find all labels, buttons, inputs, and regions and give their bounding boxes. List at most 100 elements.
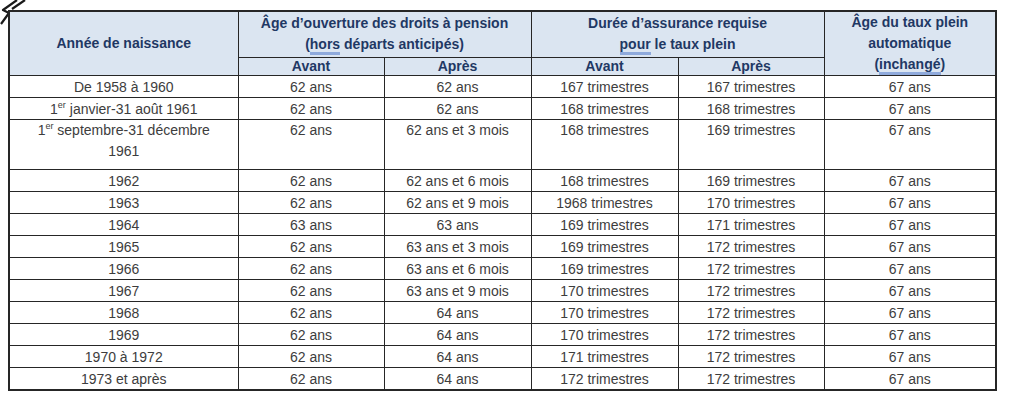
header-duration-line2: pour le taux plein — [534, 34, 822, 55]
cell-age-avant: 62 ans — [238, 324, 384, 346]
cell-birth-year: 1969 — [9, 324, 238, 346]
cell-duree-avant: 1968 trimestres — [531, 192, 678, 214]
header-age-rest: départs anticipés) — [340, 36, 464, 52]
cell-duree-apres: 167 trimestres — [678, 76, 824, 98]
birth-year-text: 1 — [50, 101, 58, 117]
cell-duree-avant: 172 trimestres — [531, 368, 678, 391]
cell-birth-year: 1964 — [9, 214, 238, 236]
cell-age-apres: 63 ans et 9 mois — [384, 280, 531, 302]
cell-age-avant: 62 ans — [238, 120, 384, 170]
cell-taux-plein-auto: 67 ans — [824, 192, 996, 214]
cell-taux-plein-auto: 67 ans — [824, 346, 996, 368]
cell-age-avant: 62 ans — [238, 368, 384, 391]
header-age-line2: (hors départs anticipés) — [241, 34, 529, 55]
table-row: De 1958 à 196062 ans62 ans167 trimestres… — [9, 76, 996, 98]
cell-taux-plein-auto: 67 ans — [824, 236, 996, 258]
cell-taux-plein-auto: 67 ans — [824, 214, 996, 236]
birth-year-text: septembre-31 décembre — [53, 122, 209, 138]
table-header: Année de naissance Âge d’ouverture des d… — [9, 11, 996, 76]
cell-duree-avant: 168 trimestres — [531, 120, 678, 170]
pension-table: Année de naissance Âge d’ouverture des d… — [8, 10, 997, 391]
table-row: 196662 ans63 ans et 6 mois169 trimestres… — [9, 258, 996, 280]
cell-taux-plein-auto: 67 ans — [824, 76, 996, 98]
header-age-line1: Âge d’ouverture des droits à pension — [241, 13, 529, 34]
table-row: 196862 ans64 ans170 trimestres172 trimes… — [9, 302, 996, 324]
cell-birth-year: 1967 — [9, 280, 238, 302]
cell-duree-apres: 172 trimestres — [678, 368, 824, 391]
subheader-age-apres: Après — [384, 57, 531, 75]
cell-duree-apres: 172 trimestres — [678, 324, 824, 346]
table-body: De 1958 à 196062 ans62 ans167 trimestres… — [9, 76, 996, 391]
birth-year-line2: 1961 — [108, 143, 139, 159]
header-auto-close-paren: ) — [941, 56, 946, 72]
cell-duree-apres: 172 trimestres — [678, 258, 824, 280]
birth-year-text: 1969 — [108, 327, 139, 343]
cell-duree-avant: 168 trimestres — [531, 170, 678, 192]
cell-birth-year: 1973 et après — [9, 368, 238, 391]
birth-year-text: 1963 — [108, 195, 139, 211]
cell-duree-avant: 171 trimestres — [531, 346, 678, 368]
ordinal-superscript: er — [58, 100, 66, 110]
cell-duree-apres: 169 trimestres — [678, 170, 824, 192]
header-duration-group: Durée d’assurance requise pour le taux p… — [531, 11, 824, 57]
cell-age-apres: 63 ans — [384, 214, 531, 236]
cell-age-apres: 64 ans — [384, 368, 531, 391]
cell-taux-plein-auto: 67 ans — [824, 280, 996, 302]
table-row: 1er janvier-31 août 196162 ans62 ans168 … — [9, 98, 996, 120]
header-auto-line3: (inchangé) — [827, 54, 994, 75]
screenshot-canvas: Année de naissance Âge d’ouverture des d… — [0, 0, 1010, 400]
header-auto-underlined-word: inchangé — [879, 56, 940, 75]
table-row: 1969 62 ans64 ans170 trimestres172 trimes… — [9, 324, 996, 346]
subheader-age-avant: Avant — [238, 57, 384, 75]
cell-duree-apres: 172 trimestres — [678, 280, 824, 302]
cell-duree-apres: 172 trimestres — [678, 302, 824, 324]
cell-taux-plein-auto: 67 ans — [824, 120, 996, 170]
cell-age-avant: 63 ans — [238, 214, 384, 236]
cell-birth-year: 1968 — [9, 302, 238, 324]
cell-duree-apres: 172 trimestres — [678, 346, 824, 368]
cell-duree-apres: 171 trimestres — [678, 214, 824, 236]
header-auto-age: Âge du taux plein automatique (inchangé) — [824, 11, 996, 76]
cell-taux-plein-auto: 67 ans — [824, 368, 996, 391]
subheader-duree-avant: Avant — [531, 57, 678, 75]
header-duration-rest: le taux plein — [651, 36, 736, 52]
cell-duree-apres: 169 trimestres — [678, 120, 824, 170]
cell-age-avant: 62 ans — [238, 76, 384, 98]
birth-year-text: janvier-31 août 1961 — [66, 101, 198, 117]
header-age-group: Âge d’ouverture des droits à pension (ho… — [238, 11, 531, 57]
cell-duree-apres: 170 trimestres — [678, 192, 824, 214]
cell-birth-year: 1970 à 1972 — [9, 346, 238, 368]
cell-age-avant: 62 ans — [238, 280, 384, 302]
cell-age-apres: 64 ans — [384, 346, 531, 368]
header-group-row: Année de naissance Âge d’ouverture des d… — [9, 11, 996, 57]
header-auto-line2: automatique — [827, 33, 994, 54]
table-row: 196262 ans62 ans et 6 mois168 trimestres… — [9, 170, 996, 192]
cell-taux-plein-auto: 67 ans — [824, 324, 996, 346]
table-row: 196762 ans63 ans et 9 mois170 trimestres… — [9, 280, 996, 302]
birth-year-text: 1973 et après — [81, 371, 167, 387]
header-duration-line1: Durée d’assurance requise — [534, 13, 822, 34]
cell-duree-apres: 172 trimestres — [678, 236, 824, 258]
birth-year-text: 1962 — [108, 173, 139, 189]
birth-year-text: 1970 à 1972 — [85, 349, 163, 365]
cell-birth-year: 1962 — [9, 170, 238, 192]
cell-age-avant: 62 ans — [238, 192, 384, 214]
cell-birth-year: 1965 — [9, 236, 238, 258]
cell-duree-avant: 170 trimestres — [531, 324, 678, 346]
birth-year-text: 1966 — [108, 261, 139, 277]
cell-birth-year: 1er janvier-31 août 1961 — [9, 98, 238, 120]
cell-duree-apres: 168 trimestres — [678, 98, 824, 120]
cell-duree-avant: 170 trimestres — [531, 302, 678, 324]
cell-age-apres: 62 ans et 6 mois — [384, 170, 531, 192]
cell-duree-avant: 167 trimestres — [531, 76, 678, 98]
cell-taux-plein-auto: 67 ans — [824, 170, 996, 192]
cell-age-apres: 62 ans — [384, 76, 531, 98]
cell-duree-avant: 170 trimestres — [531, 280, 678, 302]
cell-birth-year: 1963 — [9, 192, 238, 214]
cell-age-apres: 62 ans et 3 mois — [384, 120, 531, 170]
cell-age-apres: 64 ans — [384, 324, 531, 346]
table-row: 196562 ans63 ans et 3 mois169 trimestres… — [9, 236, 996, 258]
header-duration-underlined-word: pour — [620, 36, 651, 55]
cell-duree-avant: 168 trimestres — [531, 98, 678, 120]
cell-age-apres: 64 ans — [384, 302, 531, 324]
